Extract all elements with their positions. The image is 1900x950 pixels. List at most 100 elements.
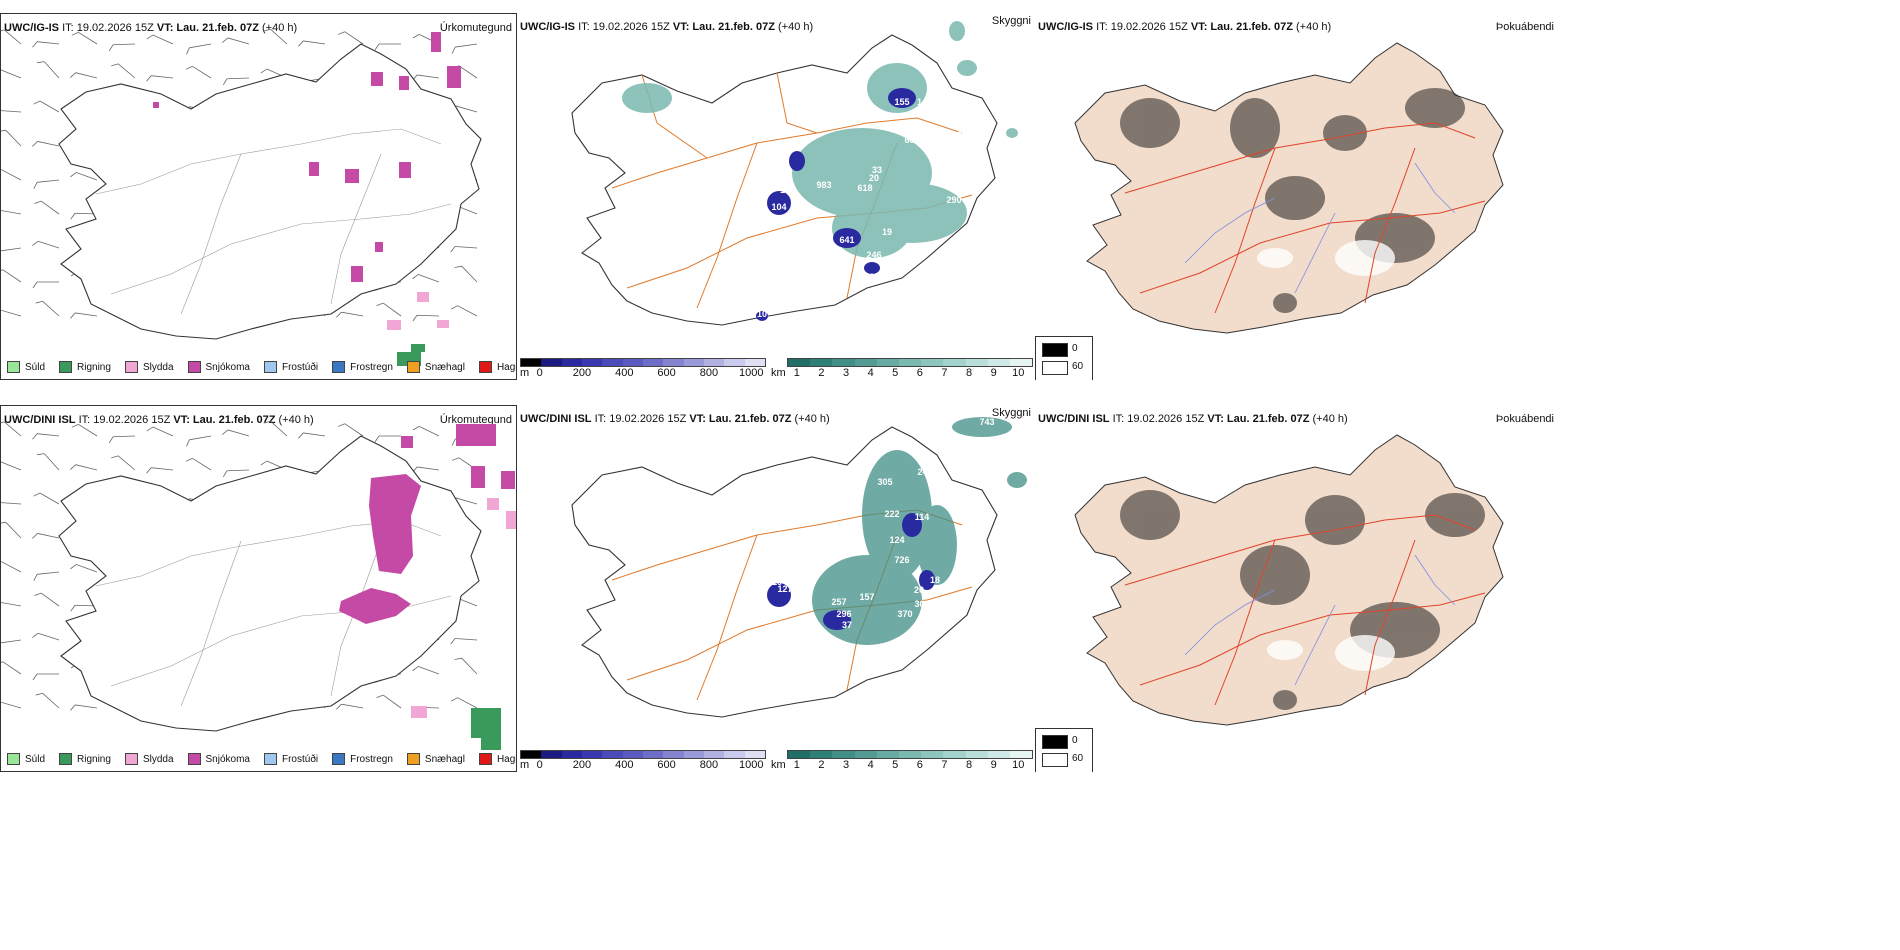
- precip-map: [1, 420, 516, 750]
- legend-swatch: [406, 361, 420, 373]
- panel-product-name: Þokuábendi: [1495, 413, 1554, 425]
- panel-precip-type-dini: UWC/DINI ISL IT: 19.02.2026 15Z VT: Lau.…: [0, 405, 517, 772]
- ceiling-label: 305: [877, 477, 892, 487]
- visibility-color-step: [921, 751, 944, 758]
- wind-barb: [32, 141, 60, 147]
- legend-item: Slydda: [124, 361, 174, 373]
- wind-barb: [34, 200, 60, 215]
- wind-barb: [32, 433, 60, 440]
- legend-swatch: [187, 753, 201, 765]
- colorbar-tick: 3: [842, 759, 850, 771]
- legend-swatch: [59, 361, 73, 373]
- wind-barb: [1, 209, 22, 216]
- ceiling-label: 743: [979, 417, 994, 427]
- colorbar-tick: 2: [818, 367, 825, 379]
- visibility-color-step: [898, 359, 922, 366]
- wind-barb: [222, 37, 250, 45]
- panel-precip-type-igis: UWC/IG-IS IT: 19.02.2026 15Z VT: Lau. 21…: [0, 13, 517, 380]
- ceiling-label: 20: [869, 173, 879, 183]
- legend-swatch: [263, 753, 277, 765]
- ceiling-label: 124: [889, 535, 904, 545]
- wind-barb: [454, 657, 478, 675]
- wind-barb: [33, 492, 60, 505]
- height-color-step: [724, 359, 745, 366]
- wind-barb: [37, 61, 60, 79]
- visibility-color-step: [810, 359, 833, 366]
- wind-barb: [298, 432, 326, 439]
- fog-key-high-swatch: [1042, 343, 1068, 357]
- rivers: [1184, 162, 1456, 294]
- ceiling-label: 15: [942, 485, 952, 495]
- ceiling-label: 14: [917, 97, 927, 107]
- wind-barb: [186, 43, 212, 55]
- roads: [95, 128, 452, 315]
- colorbar-tick: 200: [572, 759, 592, 771]
- visibility-color-step: [876, 359, 899, 366]
- height-color-step: [663, 359, 684, 366]
- colorbar-tick: 600: [657, 367, 676, 379]
- ceiling-label: 309: [914, 599, 929, 609]
- colorbar-tick: 5: [892, 759, 899, 771]
- colorbar-tick: 800: [699, 759, 719, 771]
- wind-barb: [32, 240, 60, 249]
- wind-barb: [70, 704, 98, 711]
- legend-item: Frostúði: [263, 753, 319, 765]
- wind-barb: [1, 29, 22, 45]
- visibility-color-step: [898, 751, 922, 758]
- fog-key-low-swatch: [1042, 753, 1068, 767]
- visibility-color-step: [832, 359, 855, 366]
- colorbar-tick: 2: [818, 759, 825, 771]
- legend-label: Haglél: [496, 361, 516, 373]
- legend-label: Snæhagl: [424, 361, 465, 373]
- panel-header: UWC/IG-IS IT: 19.02.2026 15Z VT: Lau. 21…: [4, 22, 298, 34]
- legend-swatch: [124, 361, 138, 373]
- legend-label: Frostúði: [281, 753, 319, 765]
- ceiling-label: 18: [930, 575, 940, 585]
- rivers: [1184, 554, 1456, 686]
- height-color-step: [703, 751, 725, 758]
- legend-item: Súld: [7, 361, 45, 373]
- low-ceiling-patches: [767, 513, 935, 630]
- legend-label: Súld: [25, 753, 46, 765]
- wind-barb: [1, 661, 22, 675]
- wind-barb: [374, 43, 401, 51]
- legend-swatch: [332, 753, 346, 765]
- legend-swatch: [263, 361, 277, 373]
- visibility-color-step: [943, 751, 966, 758]
- fog-key-high-swatch: [1042, 735, 1068, 749]
- fog-key-high: 0: [1072, 343, 1078, 354]
- ceiling-label: 983: [816, 180, 831, 190]
- height-color-step: [683, 751, 704, 758]
- height-color-step: [744, 751, 765, 758]
- wind-barb: [451, 697, 478, 709]
- wind-barb: [111, 455, 136, 471]
- visibility-color-step: [854, 359, 877, 366]
- wind-barb: [412, 425, 440, 437]
- panel-fog-index-dini: UWC/DINI ISL IT: 19.02.2026 15Z VT: Lau.…: [1035, 405, 1900, 772]
- wind-barb: [33, 179, 60, 189]
- colorbar-tick: 8: [965, 367, 973, 379]
- ceiling-label: 106: [864, 272, 879, 282]
- legend-item: Haglél: [478, 753, 516, 765]
- wind-barb: [1, 521, 22, 539]
- fog-key-low-swatch: [1042, 361, 1068, 375]
- legend-swatch: [187, 361, 201, 373]
- wind-barb: [1, 69, 22, 79]
- ceiling-label: 19: [882, 227, 892, 237]
- wind-barb: [336, 311, 364, 318]
- height-color-step: [663, 751, 684, 758]
- fog-key-low: 60: [1072, 361, 1084, 372]
- wind-barb: [146, 426, 174, 437]
- height-color-step: [602, 751, 623, 758]
- wind-barb: [1, 561, 22, 573]
- wind-barb: [263, 420, 288, 437]
- rain-areas: [471, 708, 501, 750]
- wind-barb: [1, 461, 22, 471]
- legend-label: Rigning: [77, 361, 111, 373]
- visibility-color-step: [854, 751, 877, 758]
- precip-map: [1, 28, 482, 366]
- wind-barb: [34, 592, 60, 607]
- fog-white-areas: [1267, 635, 1395, 671]
- visibility-color-step: [987, 751, 1010, 758]
